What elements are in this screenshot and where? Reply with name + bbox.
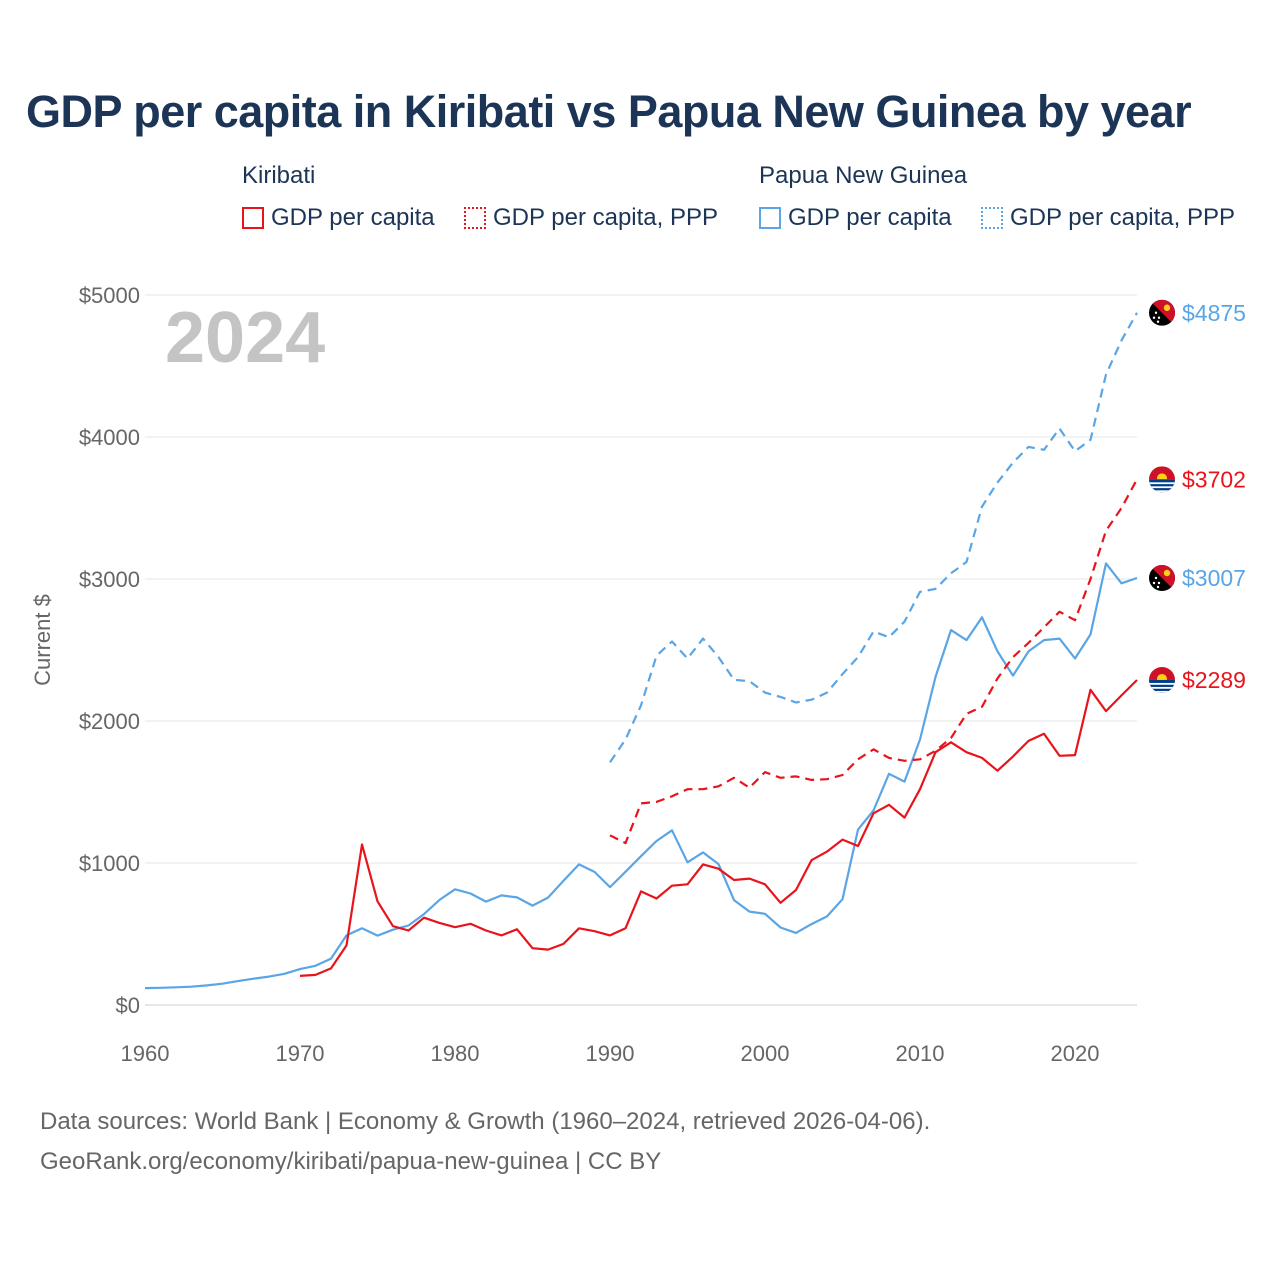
- flag-star: [1154, 576, 1158, 580]
- series-line: [609, 312, 1138, 763]
- legend-swatch-dotted-blue: [981, 207, 1003, 229]
- x-tick-label: 2010: [896, 1041, 945, 1066]
- flag-body: [1149, 565, 1175, 592]
- flag-body: [1149, 299, 1175, 326]
- x-tick-label: 1960: [121, 1041, 170, 1066]
- legend-label: GDP per capita, PPP: [493, 204, 718, 231]
- legend-label: GDP per capita, PPP: [1010, 204, 1235, 231]
- flag-red: [1149, 666, 1175, 680]
- flag-star: [1152, 581, 1156, 585]
- flag-body: [1149, 666, 1175, 693]
- footer-attribution[interactable]: GeoRank.org/economy/kiribati/papua-new-g…: [40, 1148, 662, 1175]
- footer-sources: Data sources: World Bank | Economy & Gro…: [40, 1108, 931, 1135]
- series-line: [609, 478, 1138, 845]
- legend-group-papua-new-guinea: Papua New Guinea: [759, 162, 968, 189]
- legend-item-kiribati-gdp-ppp[interactable]: GDP per capita, PPP: [464, 204, 718, 232]
- end-value-label: $3007: [1182, 565, 1246, 591]
- flag-bird: [1163, 569, 1171, 577]
- flag-bird: [1163, 304, 1171, 311]
- flag-wave: [1149, 690, 1175, 693]
- legend-item-kiribati-gdp[interactable]: GDP per capita: [242, 204, 435, 232]
- flag-wave: [1149, 486, 1175, 489]
- year-watermark: 2024: [165, 298, 325, 378]
- y-tick-label: $1000: [79, 851, 140, 876]
- y-tick-label: $4000: [79, 425, 140, 450]
- flag-papua-new-guinea-icon: [1149, 299, 1175, 326]
- flag-wave: [1149, 686, 1175, 689]
- end-value-label: $2289: [1182, 667, 1246, 693]
- flag-star: [1156, 585, 1160, 589]
- flag-wave: [1149, 682, 1175, 685]
- end-value-label: $3702: [1182, 466, 1246, 492]
- x-tick-label: 2020: [1051, 1041, 1100, 1066]
- legend-label: GDP per capita: [788, 204, 952, 231]
- flag-star: [1157, 316, 1161, 319]
- flag-kiribati-icon: [1149, 666, 1175, 693]
- x-tick-label: 1980: [431, 1041, 480, 1066]
- end-value-label: $4875: [1182, 300, 1246, 326]
- legend-swatch-solid-red: [242, 207, 264, 229]
- series-line: [299, 679, 1138, 977]
- flag-wave: [1149, 482, 1175, 485]
- flag-body: [1149, 466, 1175, 493]
- flag-wave: [1149, 490, 1175, 493]
- legend-swatch-dotted-red: [464, 207, 486, 229]
- flag-kiribati-icon: [1149, 466, 1175, 493]
- y-tick-label: $0: [116, 993, 140, 1018]
- y-tick-label: $3000: [79, 567, 140, 592]
- flag-red: [1149, 466, 1175, 480]
- flag-papua-new-guinea-icon: [1149, 565, 1175, 592]
- series-line: [144, 562, 1138, 990]
- legend-item-png-gdp-ppp[interactable]: GDP per capita, PPP: [981, 204, 1235, 232]
- flag-star: [1156, 320, 1160, 323]
- flag-star: [1157, 581, 1161, 585]
- y-axis-label: Current $: [30, 594, 55, 686]
- legend-item-png-gdp[interactable]: GDP per capita: [759, 204, 952, 232]
- legend-label: GDP per capita: [271, 204, 435, 231]
- x-tick-label: 1970: [276, 1041, 325, 1066]
- legend-swatch-solid-blue: [759, 207, 781, 229]
- x-tick-label: 1990: [586, 1041, 635, 1066]
- flag-star: [1152, 316, 1156, 319]
- x-tick-label: 2000: [741, 1041, 790, 1066]
- flag-star: [1154, 311, 1158, 314]
- y-tick-label: $2000: [79, 709, 140, 734]
- y-tick-label: $5000: [79, 283, 140, 308]
- legend-group-kiribati: Kiribati: [242, 162, 316, 189]
- chart-title: GDP per capita in Kiribati vs Papua New …: [26, 86, 1192, 137]
